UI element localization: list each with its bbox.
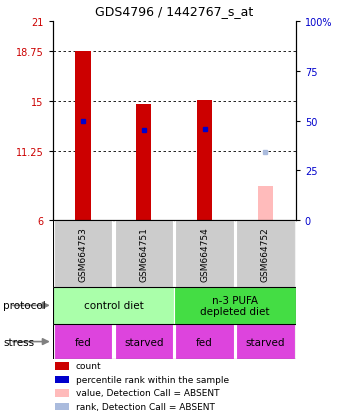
Bar — [54, 324, 112, 359]
Text: starved: starved — [124, 337, 164, 347]
Text: n-3 PUFA
depleted diet: n-3 PUFA depleted diet — [200, 295, 270, 316]
Bar — [55, 376, 68, 383]
Text: percentile rank within the sample: percentile rank within the sample — [76, 375, 229, 384]
Text: fed: fed — [75, 337, 91, 347]
Bar — [55, 362, 68, 370]
Bar — [174, 287, 296, 324]
Bar — [258, 186, 273, 221]
Text: control diet: control diet — [84, 301, 143, 311]
Bar — [236, 324, 294, 359]
Text: stress: stress — [3, 337, 35, 347]
Bar — [54, 221, 112, 287]
Bar — [115, 221, 173, 287]
Bar — [115, 324, 173, 359]
Bar — [175, 324, 234, 359]
Bar — [55, 389, 68, 396]
Bar — [53, 287, 174, 324]
Text: GSM664754: GSM664754 — [200, 226, 209, 281]
Bar — [75, 51, 91, 221]
Text: value, Detection Call = ABSENT: value, Detection Call = ABSENT — [76, 388, 219, 397]
Bar — [55, 403, 68, 410]
Bar — [236, 221, 294, 287]
Text: GSM664751: GSM664751 — [139, 226, 148, 281]
Text: starved: starved — [246, 337, 285, 347]
Text: GDS4796 / 1442767_s_at: GDS4796 / 1442767_s_at — [95, 5, 253, 18]
Text: rank, Detection Call = ABSENT: rank, Detection Call = ABSENT — [76, 402, 215, 411]
Bar — [175, 221, 234, 287]
Bar — [197, 101, 212, 221]
Bar — [136, 104, 151, 221]
Text: GSM664753: GSM664753 — [79, 226, 88, 281]
Text: protocol: protocol — [3, 301, 46, 311]
Text: fed: fed — [196, 337, 213, 347]
Text: count: count — [76, 361, 101, 370]
Text: GSM664752: GSM664752 — [261, 226, 270, 281]
